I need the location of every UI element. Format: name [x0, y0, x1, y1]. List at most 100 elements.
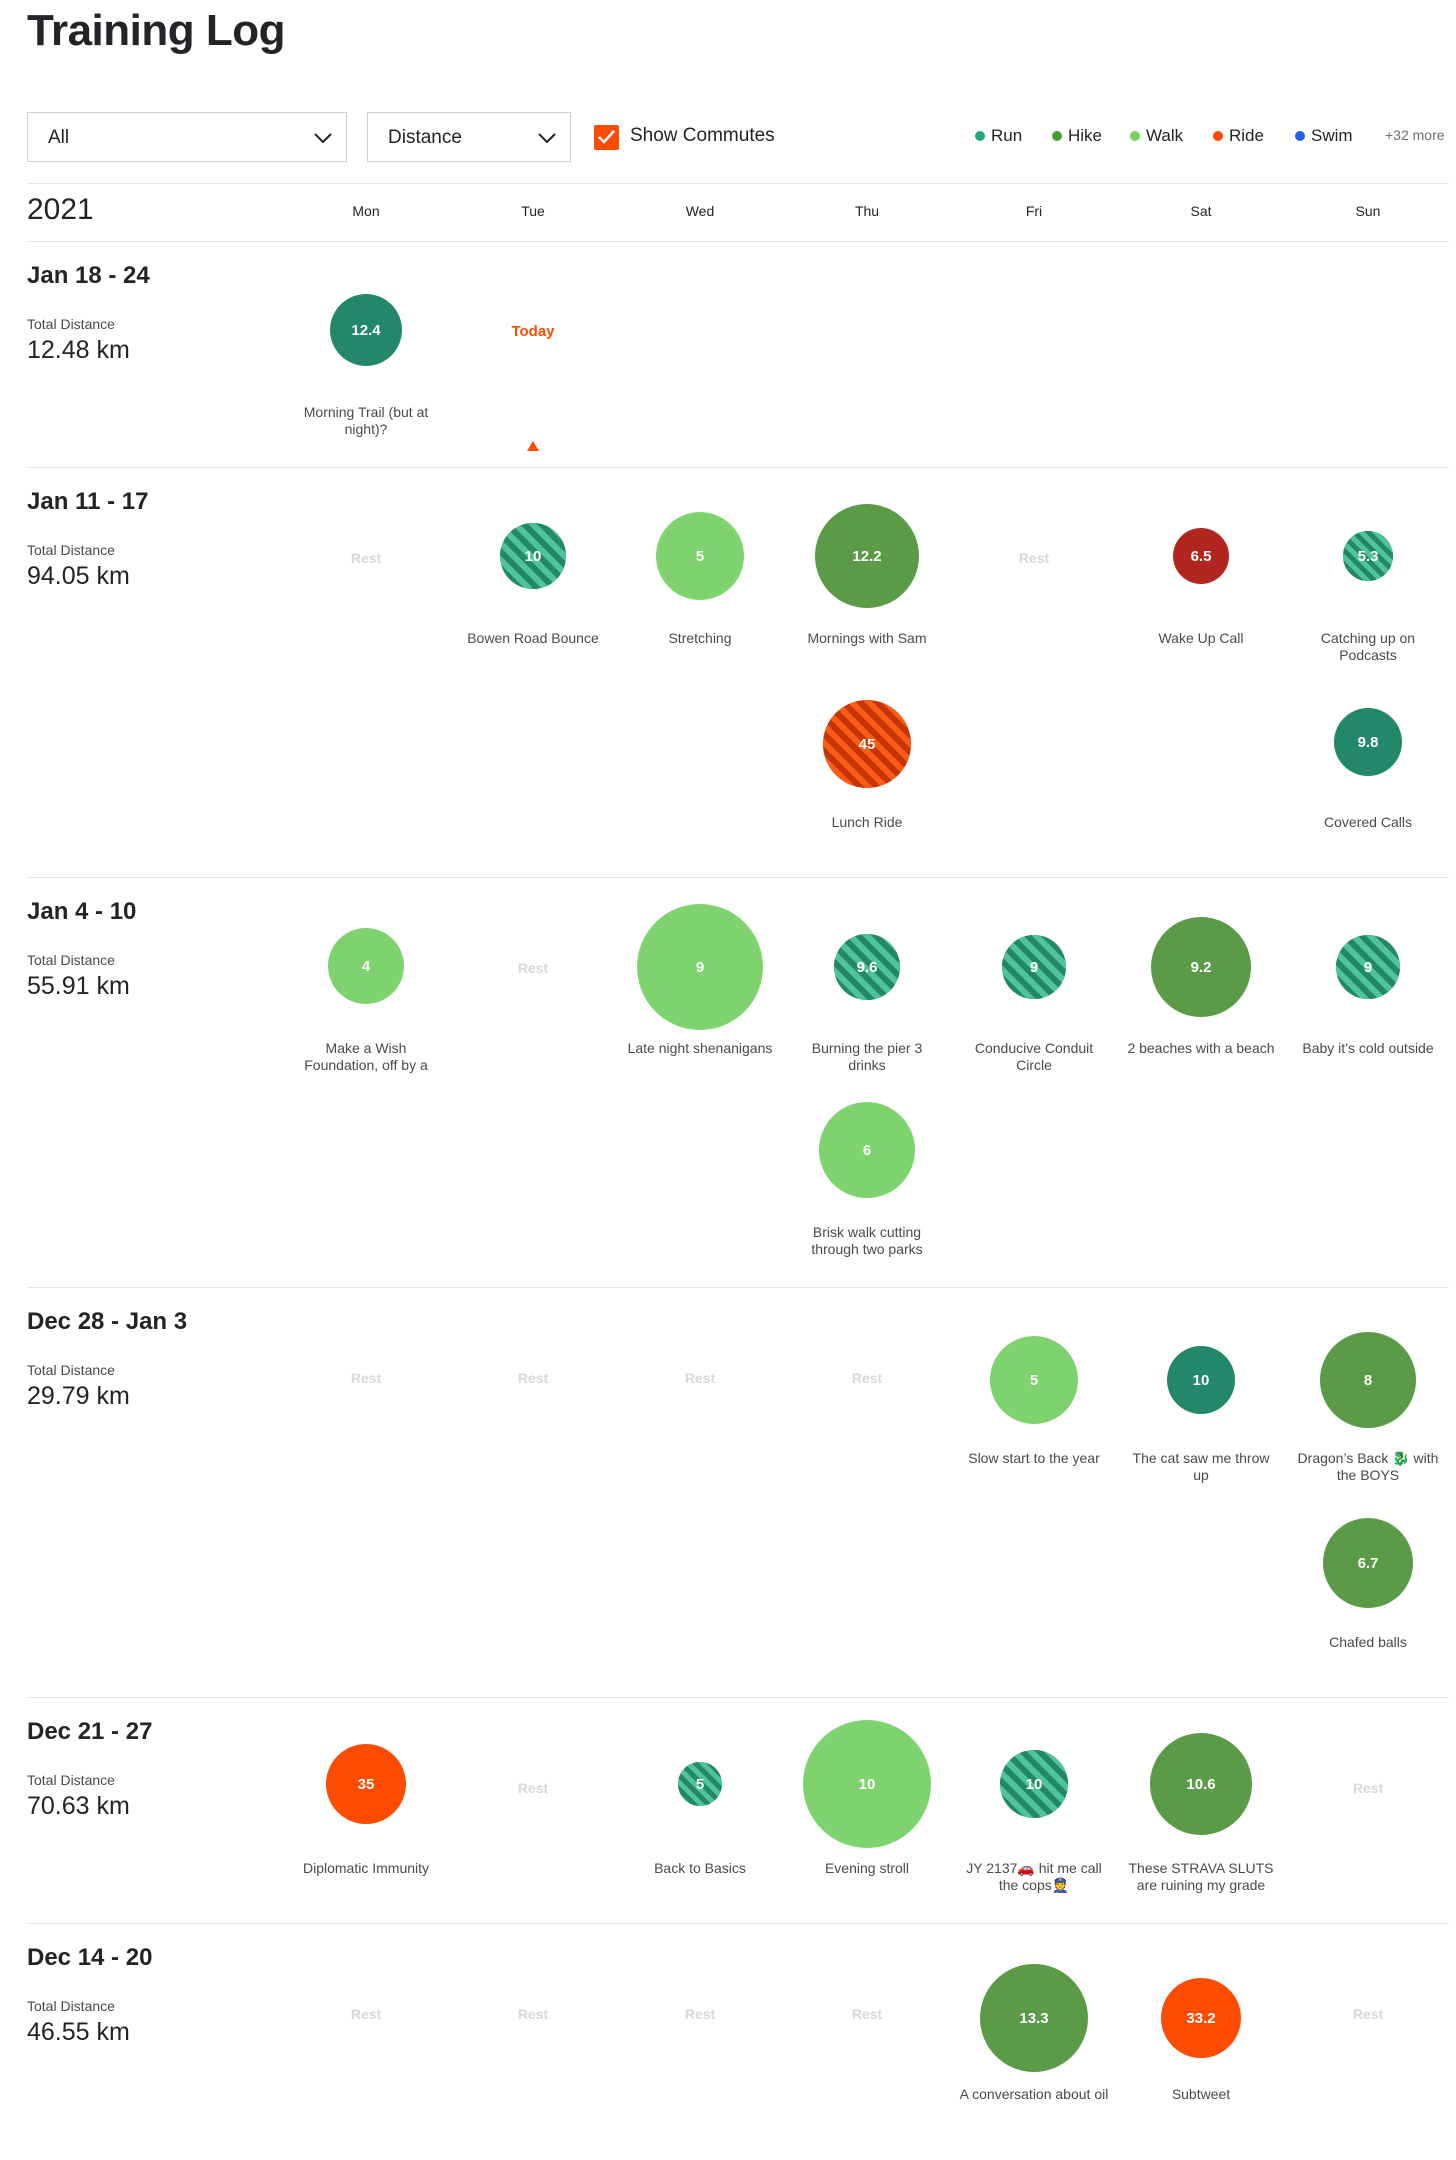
activity-bubble[interactable]: 10 [1167, 1346, 1235, 1414]
activity-name[interactable]: The cat saw me throw up [1132, 1450, 1270, 1483]
ride-dot-icon [1213, 131, 1223, 141]
total-distance-label: Total Distance [27, 952, 115, 968]
activity-value: 5 [695, 1775, 705, 1793]
legend-more-link[interactable]: +32 more [1385, 127, 1445, 143]
year-label: 2021 [27, 193, 94, 226]
activity-name[interactable]: Slow start to the year [968, 1450, 1100, 1466]
activity-name[interactable]: Conducive Conduit Circle [974, 1040, 1094, 1073]
day-header-thu: Thu [854, 203, 880, 219]
activity-name[interactable]: Lunch Ride [831, 814, 903, 830]
activity-bubble[interactable]: 5 [656, 512, 744, 600]
rest-day: Rest [851, 2006, 883, 2022]
legend-ride[interactable]: Ride [1213, 126, 1264, 146]
activity-value: 6 [862, 1141, 872, 1159]
activity-bubble[interactable]: 9.6 [834, 934, 900, 1000]
activity-bubble[interactable]: 10 [803, 1720, 931, 1848]
activity-name[interactable]: A conversation about oil [959, 2086, 1109, 2102]
activity-name[interactable]: Catching up on Podcasts [1320, 630, 1416, 663]
activity-name[interactable]: Baby it’s cold outside [1302, 1040, 1434, 1056]
activity-value: 33.2 [1186, 2009, 1216, 2027]
activity-name[interactable]: Mornings with Sam [807, 630, 927, 646]
rest-day: Rest [517, 960, 549, 976]
activity-bubble[interactable]: 6 [819, 1102, 915, 1198]
activity-bubble[interactable]: 35 [326, 1744, 406, 1824]
activity-bubble[interactable]: 5 [678, 1762, 722, 1806]
chevron-down-icon [314, 133, 332, 144]
activity-value: 9.6 [856, 958, 878, 976]
check-icon [598, 130, 615, 144]
activity-bubble[interactable]: 9 [637, 904, 763, 1030]
activity-bubble[interactable]: 33.2 [1161, 1978, 1241, 2058]
activity-type-value: All [48, 127, 70, 148]
activity-value: 9 [1363, 958, 1373, 976]
activity-name[interactable]: 2 beaches with a beach [1127, 1040, 1275, 1056]
run-dot-icon [975, 131, 985, 141]
activity-name[interactable]: Back to Basics [654, 1860, 746, 1876]
activity-value: 10 [1025, 1775, 1043, 1793]
activity-name[interactable]: Subtweet [1171, 2086, 1231, 2102]
activity-name[interactable]: Evening stroll [824, 1860, 910, 1876]
activity-bubble[interactable]: 10.6 [1150, 1733, 1252, 1835]
divider [27, 183, 1449, 184]
activity-value: 12.2 [852, 547, 882, 565]
legend-walk[interactable]: Walk [1130, 126, 1183, 146]
activity-bubble[interactable]: 6.7 [1323, 1518, 1413, 1608]
activity-name[interactable]: Dragon’s Back 🐉 with the BOYS [1297, 1450, 1439, 1483]
hike-dot-icon [1052, 131, 1062, 141]
activity-bubble[interactable]: 8 [1320, 1332, 1416, 1428]
divider [27, 241, 1449, 242]
legend-hike[interactable]: Hike [1052, 126, 1102, 146]
activity-value: 6.7 [1357, 1554, 1379, 1572]
activity-value: 9 [1029, 958, 1039, 976]
activity-name[interactable]: Bowen Road Bounce [467, 630, 599, 646]
activity-bubble[interactable]: 9 [1002, 935, 1066, 999]
divider [27, 1923, 1449, 1924]
activity-type-select[interactable]: All [27, 112, 347, 162]
legend-run[interactable]: Run [975, 126, 1022, 146]
day-header-sat: Sat [1190, 203, 1212, 219]
activity-bubble[interactable]: 5.3 [1343, 531, 1393, 581]
week-total-distance: 94.05 km [27, 562, 130, 590]
total-distance-label: Total Distance [27, 1772, 115, 1788]
activity-value: 9.2 [1190, 958, 1212, 976]
activity-name[interactable]: Brisk walk cutting through two parks [811, 1224, 923, 1257]
day-header-sun: Sun [1355, 203, 1381, 219]
activity-bubble[interactable]: 12.4 [330, 294, 402, 366]
rest-day: Rest [1018, 550, 1050, 566]
activity-value: 9 [695, 958, 705, 976]
activity-bubble[interactable]: 10 [1000, 1750, 1068, 1818]
activity-value: 10.6 [1186, 1775, 1216, 1793]
activity-name[interactable]: Wake Up Call [1158, 630, 1244, 646]
activity-name[interactable]: These STRAVA SLUTS are ruining my grade [1128, 1860, 1274, 1893]
activity-bubble[interactable]: 5 [990, 1336, 1078, 1424]
activity-name[interactable]: Make a Wish Foundation, off by a [304, 1040, 428, 1073]
activity-name[interactable]: Late night shenanigans [627, 1040, 773, 1056]
activity-bubble[interactable]: 9 [1336, 935, 1400, 999]
activity-value: 9.8 [1357, 733, 1379, 751]
activity-name[interactable]: Morning Trail (but at night)? [303, 404, 429, 437]
activity-name[interactable]: Diplomatic Immunity [302, 1860, 430, 1876]
legend-label: Swim [1311, 126, 1353, 145]
activity-bubble[interactable]: 6.5 [1173, 528, 1229, 584]
activity-value: 13.3 [1019, 2009, 1049, 2027]
activity-bubble[interactable]: 45 [823, 700, 911, 788]
activity-bubble[interactable]: 9.8 [1334, 708, 1402, 776]
activity-name[interactable]: JY 2137🚗 hit me call the cops👮 [966, 1860, 1102, 1893]
metric-select[interactable]: Distance [367, 112, 571, 162]
activity-name[interactable]: Burning the pier 3 drinks [811, 1040, 923, 1073]
activity-bubble[interactable]: 9.2 [1151, 917, 1251, 1017]
activity-bubble[interactable]: 10 [500, 523, 566, 589]
show-commutes-checkbox[interactable] [594, 125, 619, 150]
day-header-wed: Wed [685, 203, 715, 219]
activity-name[interactable]: Stretching [668, 630, 732, 646]
legend-label: Walk [1146, 126, 1184, 145]
activity-name[interactable]: Chafed balls [1329, 1634, 1407, 1650]
rest-day: Rest [350, 1370, 382, 1386]
rest-day: Rest [684, 1370, 716, 1386]
activity-bubble[interactable]: 13.3 [980, 1964, 1088, 2072]
activity-name[interactable]: Covered Calls [1324, 814, 1412, 830]
activity-bubble[interactable]: 4 [328, 928, 404, 1004]
activity-bubble[interactable]: 12.2 [815, 504, 919, 608]
legend-swim[interactable]: Swim [1295, 126, 1353, 146]
activity-value: 12.4 [351, 321, 381, 339]
